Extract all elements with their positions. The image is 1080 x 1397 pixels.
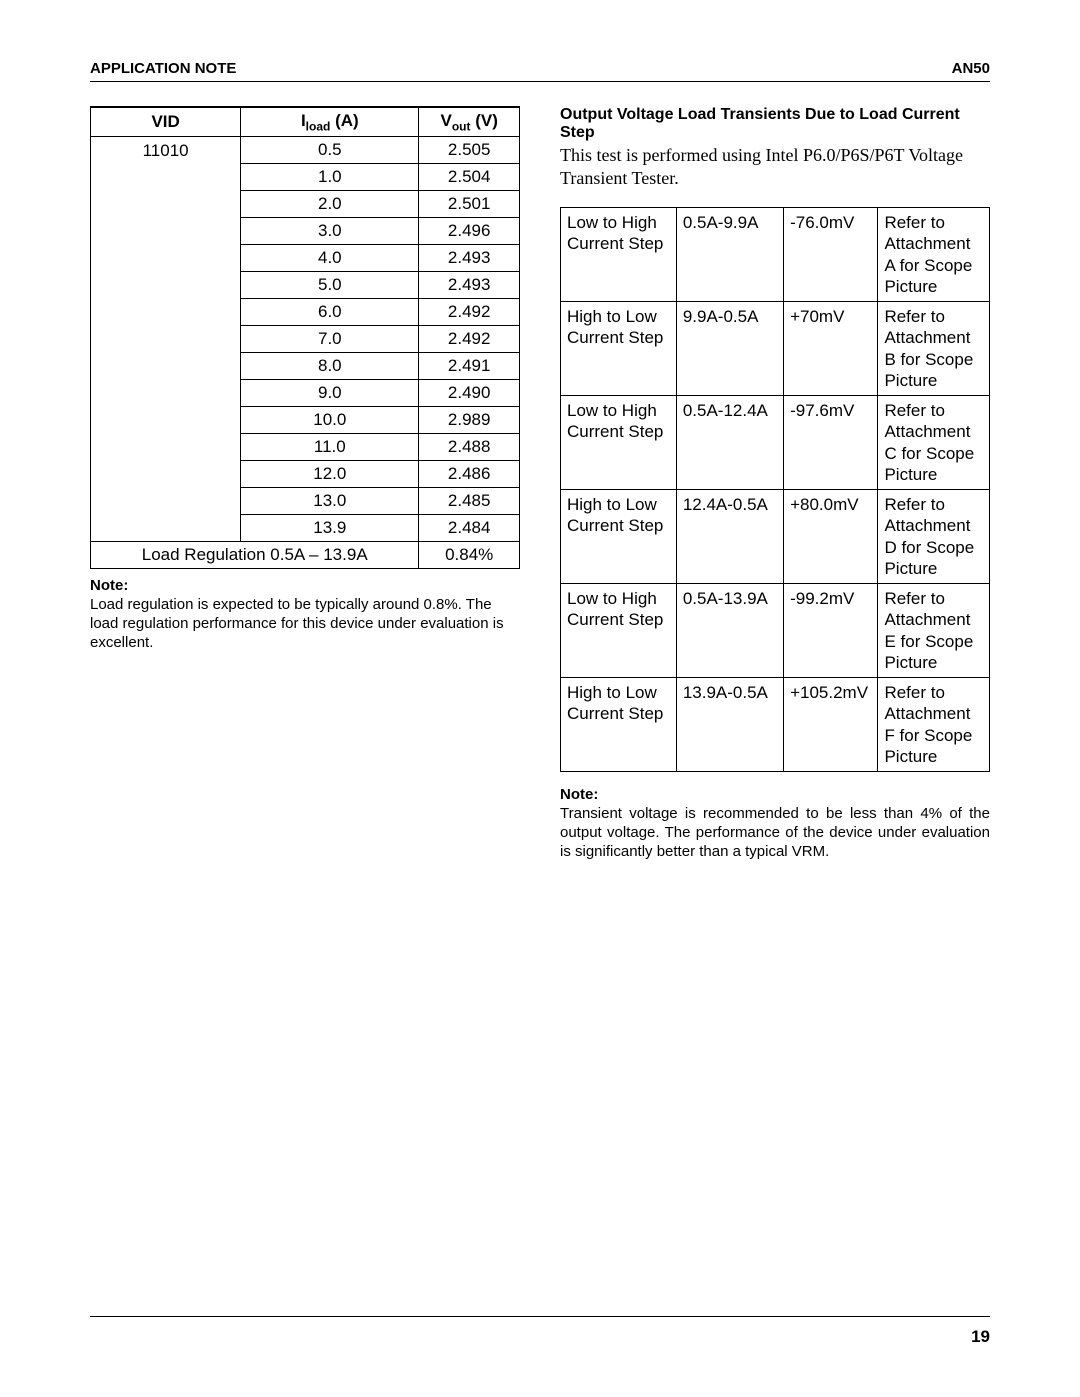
vid-col-header: VID (91, 107, 241, 137)
transients-table-row: High to Low Current Step9.9A-0.5A+70mVRe… (561, 302, 990, 396)
vid-table-footer-row: Load Regulation 0.5A – 13.9A 0.84% (91, 542, 520, 569)
range-cell: 9.9A-0.5A (676, 302, 783, 396)
page-footer: 19 (90, 1316, 990, 1347)
vout-cell: 2.505 (419, 137, 520, 164)
iload-cell: 0.5 (241, 137, 419, 164)
vout-cell: 2.491 (419, 353, 520, 380)
step-cell: High to Low Current Step (561, 490, 677, 584)
transients-table-row: Low to High Current Step0.5A-13.9A-99.2m… (561, 584, 990, 678)
iload-cell: 3.0 (241, 218, 419, 245)
step-cell: Low to High Current Step (561, 584, 677, 678)
left-column: VID Iload (A) Vout (V) 110100.52.5051.02… (90, 106, 520, 861)
load-regulation-label: Load Regulation 0.5A – 13.9A (91, 542, 419, 569)
iload-cell: 5.0 (241, 272, 419, 299)
transients-table-row: High to Low Current Step13.9A-0.5A+105.2… (561, 678, 990, 772)
iload-col-header: Iload (A) (241, 107, 419, 137)
iload-cell: 1.0 (241, 164, 419, 191)
range-cell: 0.5A-9.9A (676, 208, 783, 302)
header-left: APPLICATION NOTE (90, 60, 236, 77)
step-cell: Low to High Current Step (561, 396, 677, 490)
iload-cell: 13.0 (241, 488, 419, 515)
vout-col-header: Vout (V) (419, 107, 520, 137)
iload-cell: 11.0 (241, 434, 419, 461)
vid-table-row: 110100.52.505 (91, 137, 520, 164)
iload-cell: 6.0 (241, 299, 419, 326)
ref-cell: Refer to Attachment F for Scope Picture (878, 678, 990, 772)
transients-table: Low to High Current Step0.5A-9.9A-76.0mV… (560, 207, 990, 772)
right-note-body: Transient voltage is recommended to be l… (560, 805, 990, 861)
iload-cell: 8.0 (241, 353, 419, 380)
step-cell: High to Low Current Step (561, 678, 677, 772)
transients-table-row: Low to High Current Step0.5A-12.4A-97.6m… (561, 396, 990, 490)
transients-table-row: Low to High Current Step0.5A-9.9A-76.0mV… (561, 208, 990, 302)
vout-cell: 2.496 (419, 218, 520, 245)
ref-cell: Refer to Attachment D for Scope Picture (878, 490, 990, 584)
delta-cell: -99.2mV (784, 584, 878, 678)
ref-cell: Refer to Attachment B for Scope Picture (878, 302, 990, 396)
range-cell: 13.9A-0.5A (676, 678, 783, 772)
step-cell: Low to High Current Step (561, 208, 677, 302)
vout-cell: 2.486 (419, 461, 520, 488)
right-column: Output Voltage Load Transients Due to Lo… (560, 106, 990, 861)
delta-cell: +70mV (784, 302, 878, 396)
vid-table-header-row: VID Iload (A) Vout (V) (91, 107, 520, 137)
page: APPLICATION NOTE AN50 VID Iload (A) Vout… (0, 0, 1080, 1397)
ref-cell: Refer to Attachment C for Scope Picture (878, 396, 990, 490)
range-cell: 12.4A-0.5A (676, 490, 783, 584)
left-note-body: Load regulation is expected to be typica… (90, 596, 520, 652)
iload-cell: 7.0 (241, 326, 419, 353)
vout-cell: 2.492 (419, 326, 520, 353)
iload-cell: 2.0 (241, 191, 419, 218)
range-cell: 0.5A-13.9A (676, 584, 783, 678)
vout-cell: 2.490 (419, 380, 520, 407)
iload-cell: 12.0 (241, 461, 419, 488)
vout-cell: 2.493 (419, 272, 520, 299)
page-header: APPLICATION NOTE AN50 (90, 60, 990, 82)
vid-table: VID Iload (A) Vout (V) 110100.52.5051.02… (90, 106, 520, 569)
range-cell: 0.5A-12.4A (676, 396, 783, 490)
delta-cell: -76.0mV (784, 208, 878, 302)
vout-cell: 2.504 (419, 164, 520, 191)
iload-cell: 10.0 (241, 407, 419, 434)
page-number: 19 (971, 1327, 990, 1346)
load-regulation-value: 0.84% (419, 542, 520, 569)
delta-cell: +105.2mV (784, 678, 878, 772)
vout-cell: 2.501 (419, 191, 520, 218)
left-note-heading: Note: (90, 577, 520, 594)
delta-cell: -97.6mV (784, 396, 878, 490)
right-note-heading: Note: (560, 786, 990, 803)
transients-desc: This test is performed using Intel P6.0/… (560, 144, 990, 189)
delta-cell: +80.0mV (784, 490, 878, 584)
vout-cell: 2.484 (419, 515, 520, 542)
iload-cell: 4.0 (241, 245, 419, 272)
header-right: AN50 (952, 60, 990, 77)
vout-cell: 2.488 (419, 434, 520, 461)
content-columns: VID Iload (A) Vout (V) 110100.52.5051.02… (90, 106, 990, 861)
ref-cell: Refer to Attachment E for Scope Picture (878, 584, 990, 678)
vout-cell: 2.485 (419, 488, 520, 515)
iload-cell: 9.0 (241, 380, 419, 407)
vid-value-cell: 11010 (91, 137, 241, 542)
step-cell: High to Low Current Step (561, 302, 677, 396)
ref-cell: Refer to Attachment A for Scope Picture (878, 208, 990, 302)
vout-cell: 2.493 (419, 245, 520, 272)
vout-cell: 2.989 (419, 407, 520, 434)
iload-cell: 13.9 (241, 515, 419, 542)
transients-table-row: High to Low Current Step12.4A-0.5A+80.0m… (561, 490, 990, 584)
transients-title: Output Voltage Load Transients Due to Lo… (560, 106, 990, 142)
vout-cell: 2.492 (419, 299, 520, 326)
